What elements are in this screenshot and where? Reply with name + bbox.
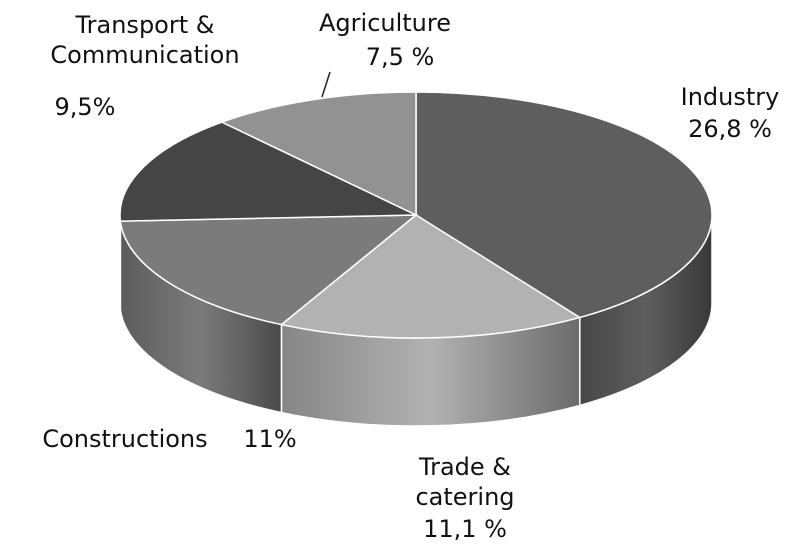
value-label: 11% bbox=[243, 425, 297, 453]
category-label: Transport & Communication bbox=[50, 11, 240, 69]
category-label: Industry bbox=[680, 83, 780, 111]
slice bbox=[119, 214, 419, 326]
slice bbox=[219, 91, 417, 217]
category-label: Constructions bbox=[42, 425, 208, 453]
value-label: 9,5% bbox=[54, 93, 116, 121]
slice bbox=[119, 121, 417, 222]
value-label: 7,5 % bbox=[365, 43, 435, 71]
slice bbox=[279, 214, 582, 339]
leader-line bbox=[321, 71, 331, 98]
value-label: 26,8 % bbox=[688, 115, 772, 143]
category-label: Agriculture bbox=[319, 9, 451, 37]
value-label: 11,1 % bbox=[423, 515, 507, 543]
category-label: Trade & catering bbox=[415, 453, 515, 511]
